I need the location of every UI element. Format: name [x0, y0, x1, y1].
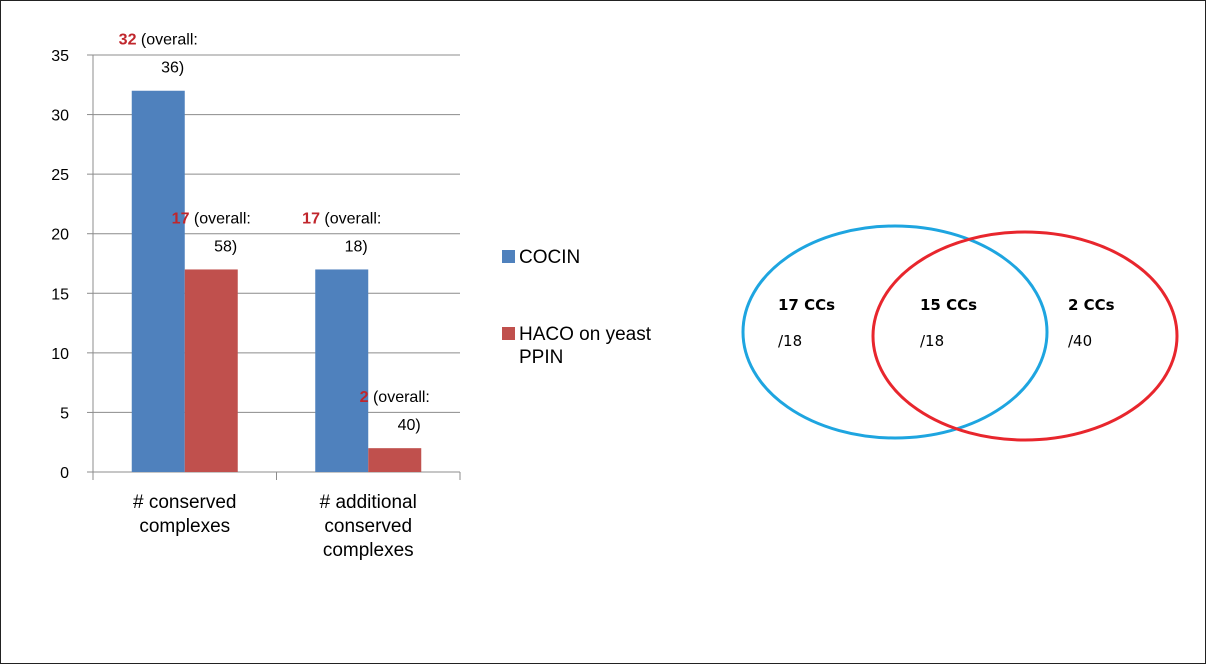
venn-region-total: /40	[1068, 332, 1092, 350]
data-label-value: 32	[119, 32, 137, 49]
data-label-total: 18)	[345, 238, 368, 255]
data-label-overall: (overall:	[189, 210, 250, 227]
bars	[131, 90, 422, 472]
y-axis: 0 5 10 15 20 25 30 35	[51, 48, 94, 482]
venn-circle-right	[871, 230, 1179, 442]
legend: COCIN HACO on yeast PPIN	[502, 247, 652, 368]
venn-region-total: /18	[778, 332, 802, 350]
venn-region-count: 17 CCs	[778, 296, 835, 314]
y-tick-label: 25	[51, 167, 69, 184]
y-tick-label: 20	[51, 227, 69, 244]
data-label-total: 58)	[214, 238, 237, 255]
data-label-value: 17	[302, 210, 320, 227]
venn-region-count: 15 CCs	[920, 296, 977, 314]
x-tick-label: # conserved complexes	[133, 492, 237, 537]
venn-diagram: 17 CCs/18 15 CCs/18 2 CCs/40	[741, 224, 1179, 442]
data-label-overall: (overall:	[136, 32, 197, 49]
bar-haco-on-yeast-ppin-2	[368, 448, 422, 472]
legend-swatch	[502, 327, 515, 340]
bar-haco-on-yeast-ppin-1	[184, 269, 238, 472]
data-label: 17 (overall:	[302, 210, 381, 227]
y-tick-label: 10	[51, 346, 69, 363]
y-tick-label: 30	[51, 108, 69, 125]
y-tick-label: 0	[60, 465, 69, 482]
x-axis: # conserved complexes # additional conserve…	[92, 471, 461, 561]
data-label-value: 2	[360, 389, 369, 406]
data-label-overall: (overall:	[369, 389, 430, 406]
data-label: 2 (overall:	[360, 389, 430, 406]
data-label: 17 (overall:	[172, 210, 251, 227]
venn-circle-left	[741, 224, 1049, 440]
data-label-overall: (overall:	[320, 210, 381, 227]
legend-label: HACO on yeast PPIN	[519, 324, 652, 368]
x-tick-label: # additional conserved complexes	[320, 492, 417, 561]
data-label-total: 40)	[398, 417, 421, 434]
data-label-value: 17	[172, 210, 190, 227]
bar-cocin-1	[131, 90, 185, 472]
venn-region-count: 2 CCs	[1068, 296, 1115, 314]
legend-swatch	[502, 250, 515, 263]
venn-region-total: /18	[920, 332, 944, 350]
y-tick-label: 35	[51, 48, 69, 65]
bar-cocin-2	[315, 269, 369, 472]
data-labels: 32 (overall: 36) 17 (overall: 58) 17 (overal…	[119, 32, 430, 434]
y-tick-label: 15	[51, 286, 69, 303]
legend-label: COCIN	[519, 247, 580, 268]
data-label-total: 36)	[161, 60, 184, 77]
y-tick-label: 5	[60, 405, 69, 422]
data-label: 32 (overall:	[119, 32, 198, 49]
